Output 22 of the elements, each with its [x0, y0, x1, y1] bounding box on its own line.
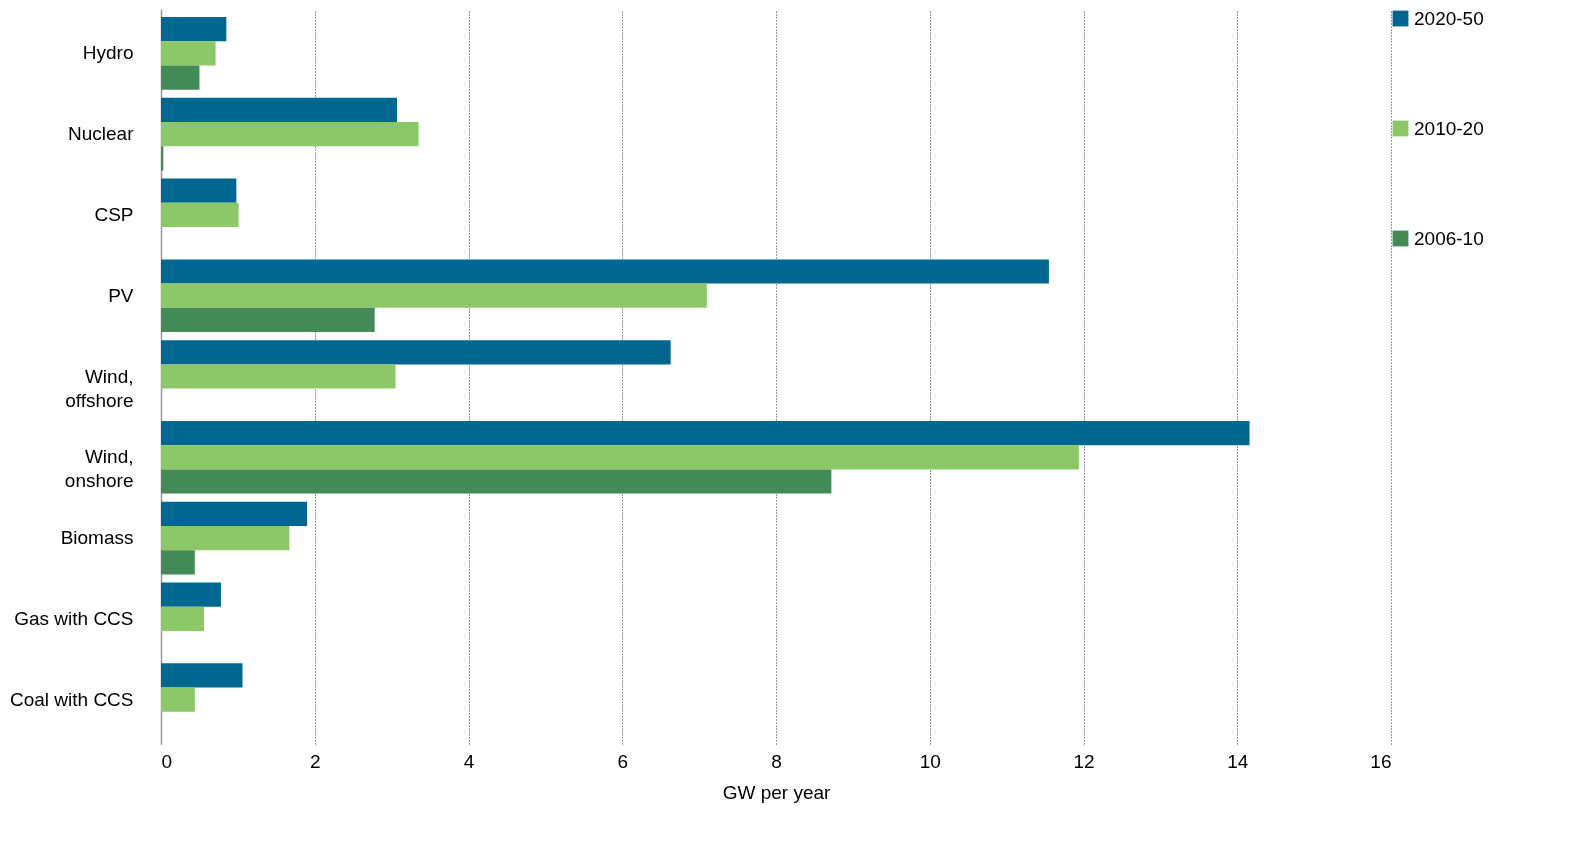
y-tick-label: Wind, onshore — [64, 446, 134, 492]
x-tick-label: 16 — [1370, 750, 1392, 772]
y-tick-label: Nuclear — [68, 123, 135, 145]
y-tick-label: CSP — [94, 203, 134, 225]
x-tick-label: 8 — [771, 750, 782, 772]
y-tick-label: PV — [108, 284, 134, 306]
legend-label: 2020-50 — [1414, 7, 1484, 29]
legend-label: 2006-10 — [1414, 227, 1484, 249]
y-tick-label: Coal with CCS — [9, 688, 134, 710]
x-tick-label: 14 — [1227, 750, 1249, 772]
y-tick-label: Biomass — [60, 527, 134, 549]
y-tick-label: Wind, offshore — [65, 365, 134, 411]
y-tick-label: Hydro — [82, 42, 134, 64]
x-tick-label: 0 — [161, 750, 173, 772]
x-tick-label: 6 — [617, 750, 629, 772]
legend-label: 2010-20 — [1414, 117, 1484, 139]
x-tick-label: 4 — [463, 750, 475, 772]
x-axis-title: GW per year — [722, 781, 832, 803]
y-tick-label: Gas with CCS — [14, 607, 134, 629]
x-tick-label: 2 — [309, 750, 321, 772]
x-tick-label: 10 — [919, 750, 941, 772]
x-tick-label: 12 — [1073, 750, 1095, 772]
